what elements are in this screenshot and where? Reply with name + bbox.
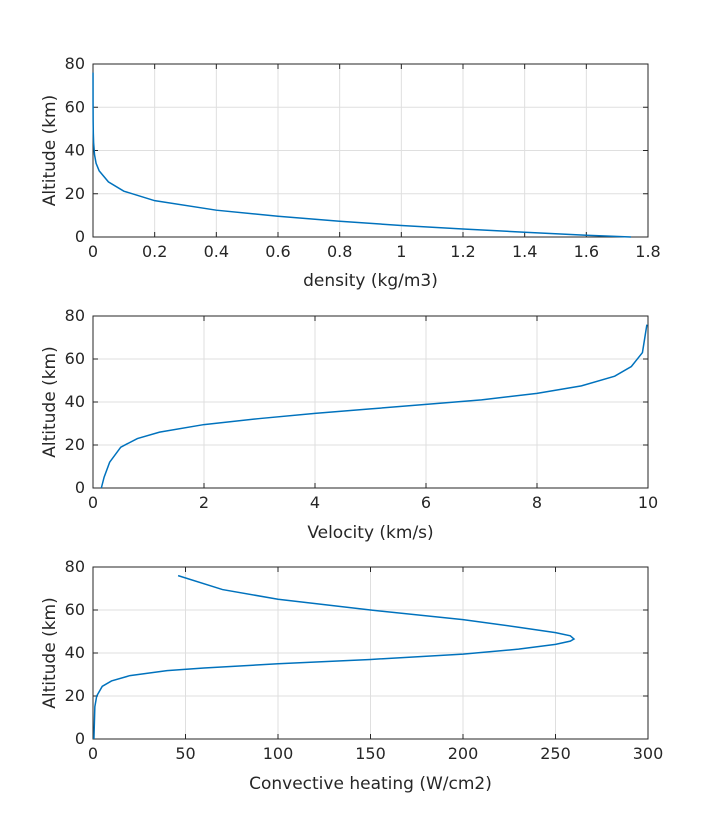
density-x-tick-label: 1 — [396, 242, 406, 261]
density-y-tick-label: 0 — [75, 227, 85, 246]
heating-series-line — [93, 574, 576, 740]
heating-x-tick-label: 50 — [175, 744, 195, 763]
velocity-y-tick-label: 60 — [65, 349, 85, 368]
velocity-ticks: 0 2 4 6 8 10 0 20 40 60 80 — [65, 306, 659, 512]
heating-x-axis-label: Convective heating (W/cm2) — [249, 774, 492, 794]
velocity-x-tick-label: 0 — [88, 493, 98, 512]
heating-ticks: 0 50 100 150 200 250 300 0 20 40 60 80 — [65, 557, 664, 763]
density-y-tick-label: 80 — [65, 54, 85, 73]
density-y-axis-label: Altitude (km) — [40, 95, 60, 207]
heating-y-tick-label: 0 — [75, 729, 85, 748]
velocity-x-tick-label: 8 — [532, 493, 542, 512]
velocity-x-tick-label: 6 — [421, 493, 431, 512]
density-x-axis-label: density (kg/m3) — [303, 271, 438, 291]
velocity-y-tick-label: 40 — [65, 392, 85, 411]
heating-x-tick-label: 300 — [633, 744, 664, 763]
velocity-subplot: 0 2 4 6 8 10 0 20 40 60 80 Velocity (km/s) Altitud… — [40, 306, 658, 543]
heating-x-tick-label: 150 — [355, 744, 386, 763]
velocity-y-axis-label: Altitude (km) — [40, 346, 60, 458]
heating-y-tick-label: 80 — [65, 557, 85, 576]
heating-x-tick-label: 250 — [540, 744, 571, 763]
heating-x-tick-label: 100 — [263, 744, 294, 763]
velocity-y-tick-label: 0 — [75, 478, 85, 497]
density-x-tick-label: 0.4 — [204, 242, 229, 261]
velocity-y-tick-label: 20 — [65, 435, 85, 454]
density-x-tick-label: 1.6 — [574, 242, 599, 261]
density-x-tick-label: 1.8 — [635, 242, 660, 261]
density-x-tick-label: 0 — [88, 242, 98, 261]
velocity-x-tick-label: 10 — [638, 493, 658, 512]
density-x-tick-label: 0.2 — [142, 242, 167, 261]
heating-subplot: 0 50 100 150 200 250 300 0 20 40 60 80 Convective h… — [40, 557, 663, 794]
heating-y-tick-label: 40 — [65, 643, 85, 662]
heating-y-tick-label: 20 — [65, 686, 85, 705]
density-x-tick-label: 0.6 — [265, 242, 290, 261]
heating-x-tick-label: 0 — [88, 744, 98, 763]
density-subplot: 0 0.2 0.4 0.6 0.8 1 1.2 1.4 1.6 1.8 0 20 40 60 80 dens… — [40, 54, 661, 291]
density-ticks: 0 0.2 0.4 0.6 0.8 1 1.2 1.4 1.6 1.8 0 20 40 60 80 — [65, 54, 661, 261]
density-x-tick-label: 0.8 — [327, 242, 352, 261]
density-x-tick-label: 1.2 — [450, 242, 475, 261]
velocity-series-line — [100, 324, 648, 489]
velocity-x-axis-label: Velocity (km/s) — [307, 523, 433, 543]
density-y-tick-label: 20 — [65, 184, 85, 203]
density-x-tick-label: 1.4 — [512, 242, 537, 261]
heating-x-tick-label: 200 — [448, 744, 479, 763]
velocity-x-tick-label: 4 — [310, 493, 320, 512]
density-series-line — [92, 72, 632, 238]
velocity-y-tick-label: 80 — [65, 306, 85, 325]
heating-y-tick-label: 60 — [65, 600, 85, 619]
velocity-x-tick-label: 2 — [199, 493, 209, 512]
density-y-tick-label: 40 — [65, 141, 85, 160]
heating-y-axis-label: Altitude (km) — [40, 597, 60, 709]
density-y-tick-label: 60 — [65, 97, 85, 116]
